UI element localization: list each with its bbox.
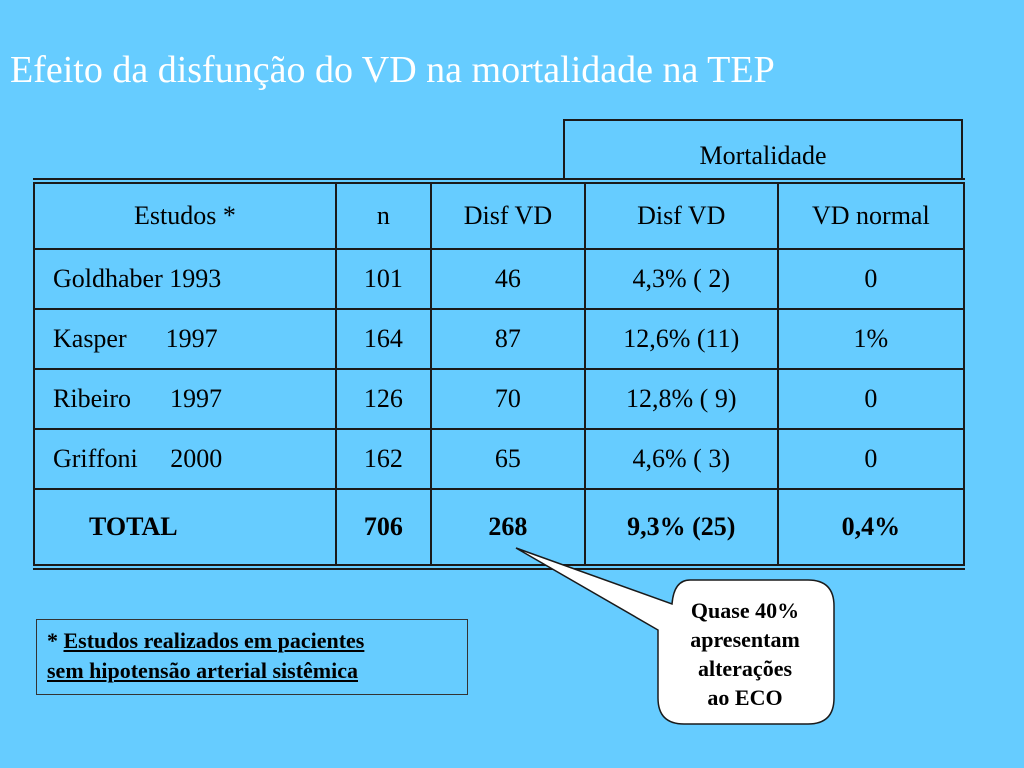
study-name: Ribeiro bbox=[53, 384, 131, 413]
total-mort-disf: 9,3% (25) bbox=[583, 488, 779, 570]
mort-normal-cell: 0 bbox=[776, 428, 966, 490]
mort-disf-cell: 4,6% ( 3) bbox=[583, 428, 779, 490]
callout-line-4: ao ECO bbox=[707, 685, 783, 710]
mortality-header-cell: Mortalidade bbox=[563, 119, 963, 178]
mort-normal-cell: 1% bbox=[776, 308, 966, 370]
header-mort-vd-normal: VD normal bbox=[776, 178, 966, 250]
header-disf-vd: Disf VD bbox=[430, 178, 586, 250]
disf-vd-cell: 70 bbox=[430, 368, 586, 430]
disf-vd-cell: 65 bbox=[430, 428, 586, 490]
n-cell: 164 bbox=[334, 308, 433, 370]
disf-vd-cell: 46 bbox=[430, 248, 586, 310]
table-header-row: Estudos * n Disf VD Disf VD VD normal bbox=[33, 178, 966, 250]
slide-title: Efeito da disfunção do VD na mortalidade… bbox=[10, 49, 775, 91]
mort-normal-cell: 0 bbox=[776, 248, 966, 310]
study-year: 2000 bbox=[170, 444, 223, 473]
callout-text: Quase 40% apresentam alterações ao ECO bbox=[660, 596, 830, 712]
disf-vd-cell: 87 bbox=[430, 308, 586, 370]
table-row: Griffoni 2000 162 65 4,6% ( 3) 0 bbox=[33, 428, 966, 490]
mort-disf-cell: 4,3% ( 2) bbox=[583, 248, 779, 310]
header-mort-disf-vd: Disf VD bbox=[583, 178, 779, 250]
n-cell: 162 bbox=[334, 428, 433, 490]
study-year: 1997 bbox=[170, 384, 222, 413]
footnote-line-1: Estudos realizados em pacientes bbox=[63, 628, 365, 653]
mort-normal-cell: 0 bbox=[776, 368, 966, 430]
n-cell: 126 bbox=[334, 368, 433, 430]
footnote-line-2: sem hipotensão arterial sistêmica bbox=[47, 658, 358, 683]
total-disf-vd: 268 bbox=[430, 488, 586, 570]
header-n: n bbox=[334, 178, 433, 250]
study-cell: Ribeiro 1997 bbox=[33, 368, 337, 430]
total-mort-normal: 0,4% bbox=[776, 488, 966, 570]
footnote-box: * Estudos realizados em pacientes sem hi… bbox=[36, 619, 468, 695]
footnote-star: * bbox=[47, 628, 58, 653]
total-n: 706 bbox=[334, 488, 433, 570]
study-name: Kasper bbox=[53, 324, 127, 353]
callout-line-2: apresentam bbox=[690, 627, 800, 652]
study-year: 1993 bbox=[169, 264, 222, 293]
n-cell: 101 bbox=[334, 248, 433, 310]
callout-line-3: alterações bbox=[697, 656, 793, 681]
study-cell: Kasper 1997 bbox=[33, 308, 337, 370]
study-cell: Griffoni 2000 bbox=[33, 428, 337, 490]
callout-line-1: Quase 40% bbox=[690, 598, 800, 623]
table-row: Ribeiro 1997 126 70 12,8% ( 9) 0 bbox=[33, 368, 966, 430]
total-label: TOTAL bbox=[33, 488, 337, 570]
study-year: 1997 bbox=[165, 324, 218, 353]
study-name: Griffoni bbox=[53, 444, 138, 473]
table-row: Kasper 1997 164 87 12,6% (11) 1% bbox=[33, 308, 966, 370]
total-row: TOTAL 706 268 9,3% (25) 0,4% bbox=[33, 488, 966, 570]
mortality-table: Estudos * n Disf VD Disf VD VD normal Go… bbox=[33, 178, 966, 570]
study-cell: Goldhaber 1993 bbox=[33, 248, 337, 310]
study-name: Goldhaber bbox=[53, 264, 163, 293]
mort-disf-cell: 12,8% ( 9) bbox=[583, 368, 779, 430]
header-studies: Estudos * bbox=[33, 178, 337, 250]
mortality-header-label: Mortalidade bbox=[699, 141, 827, 170]
mort-disf-cell: 12,6% (11) bbox=[583, 308, 779, 370]
table-row: Goldhaber 1993 101 46 4,3% ( 2) 0 bbox=[33, 248, 966, 310]
